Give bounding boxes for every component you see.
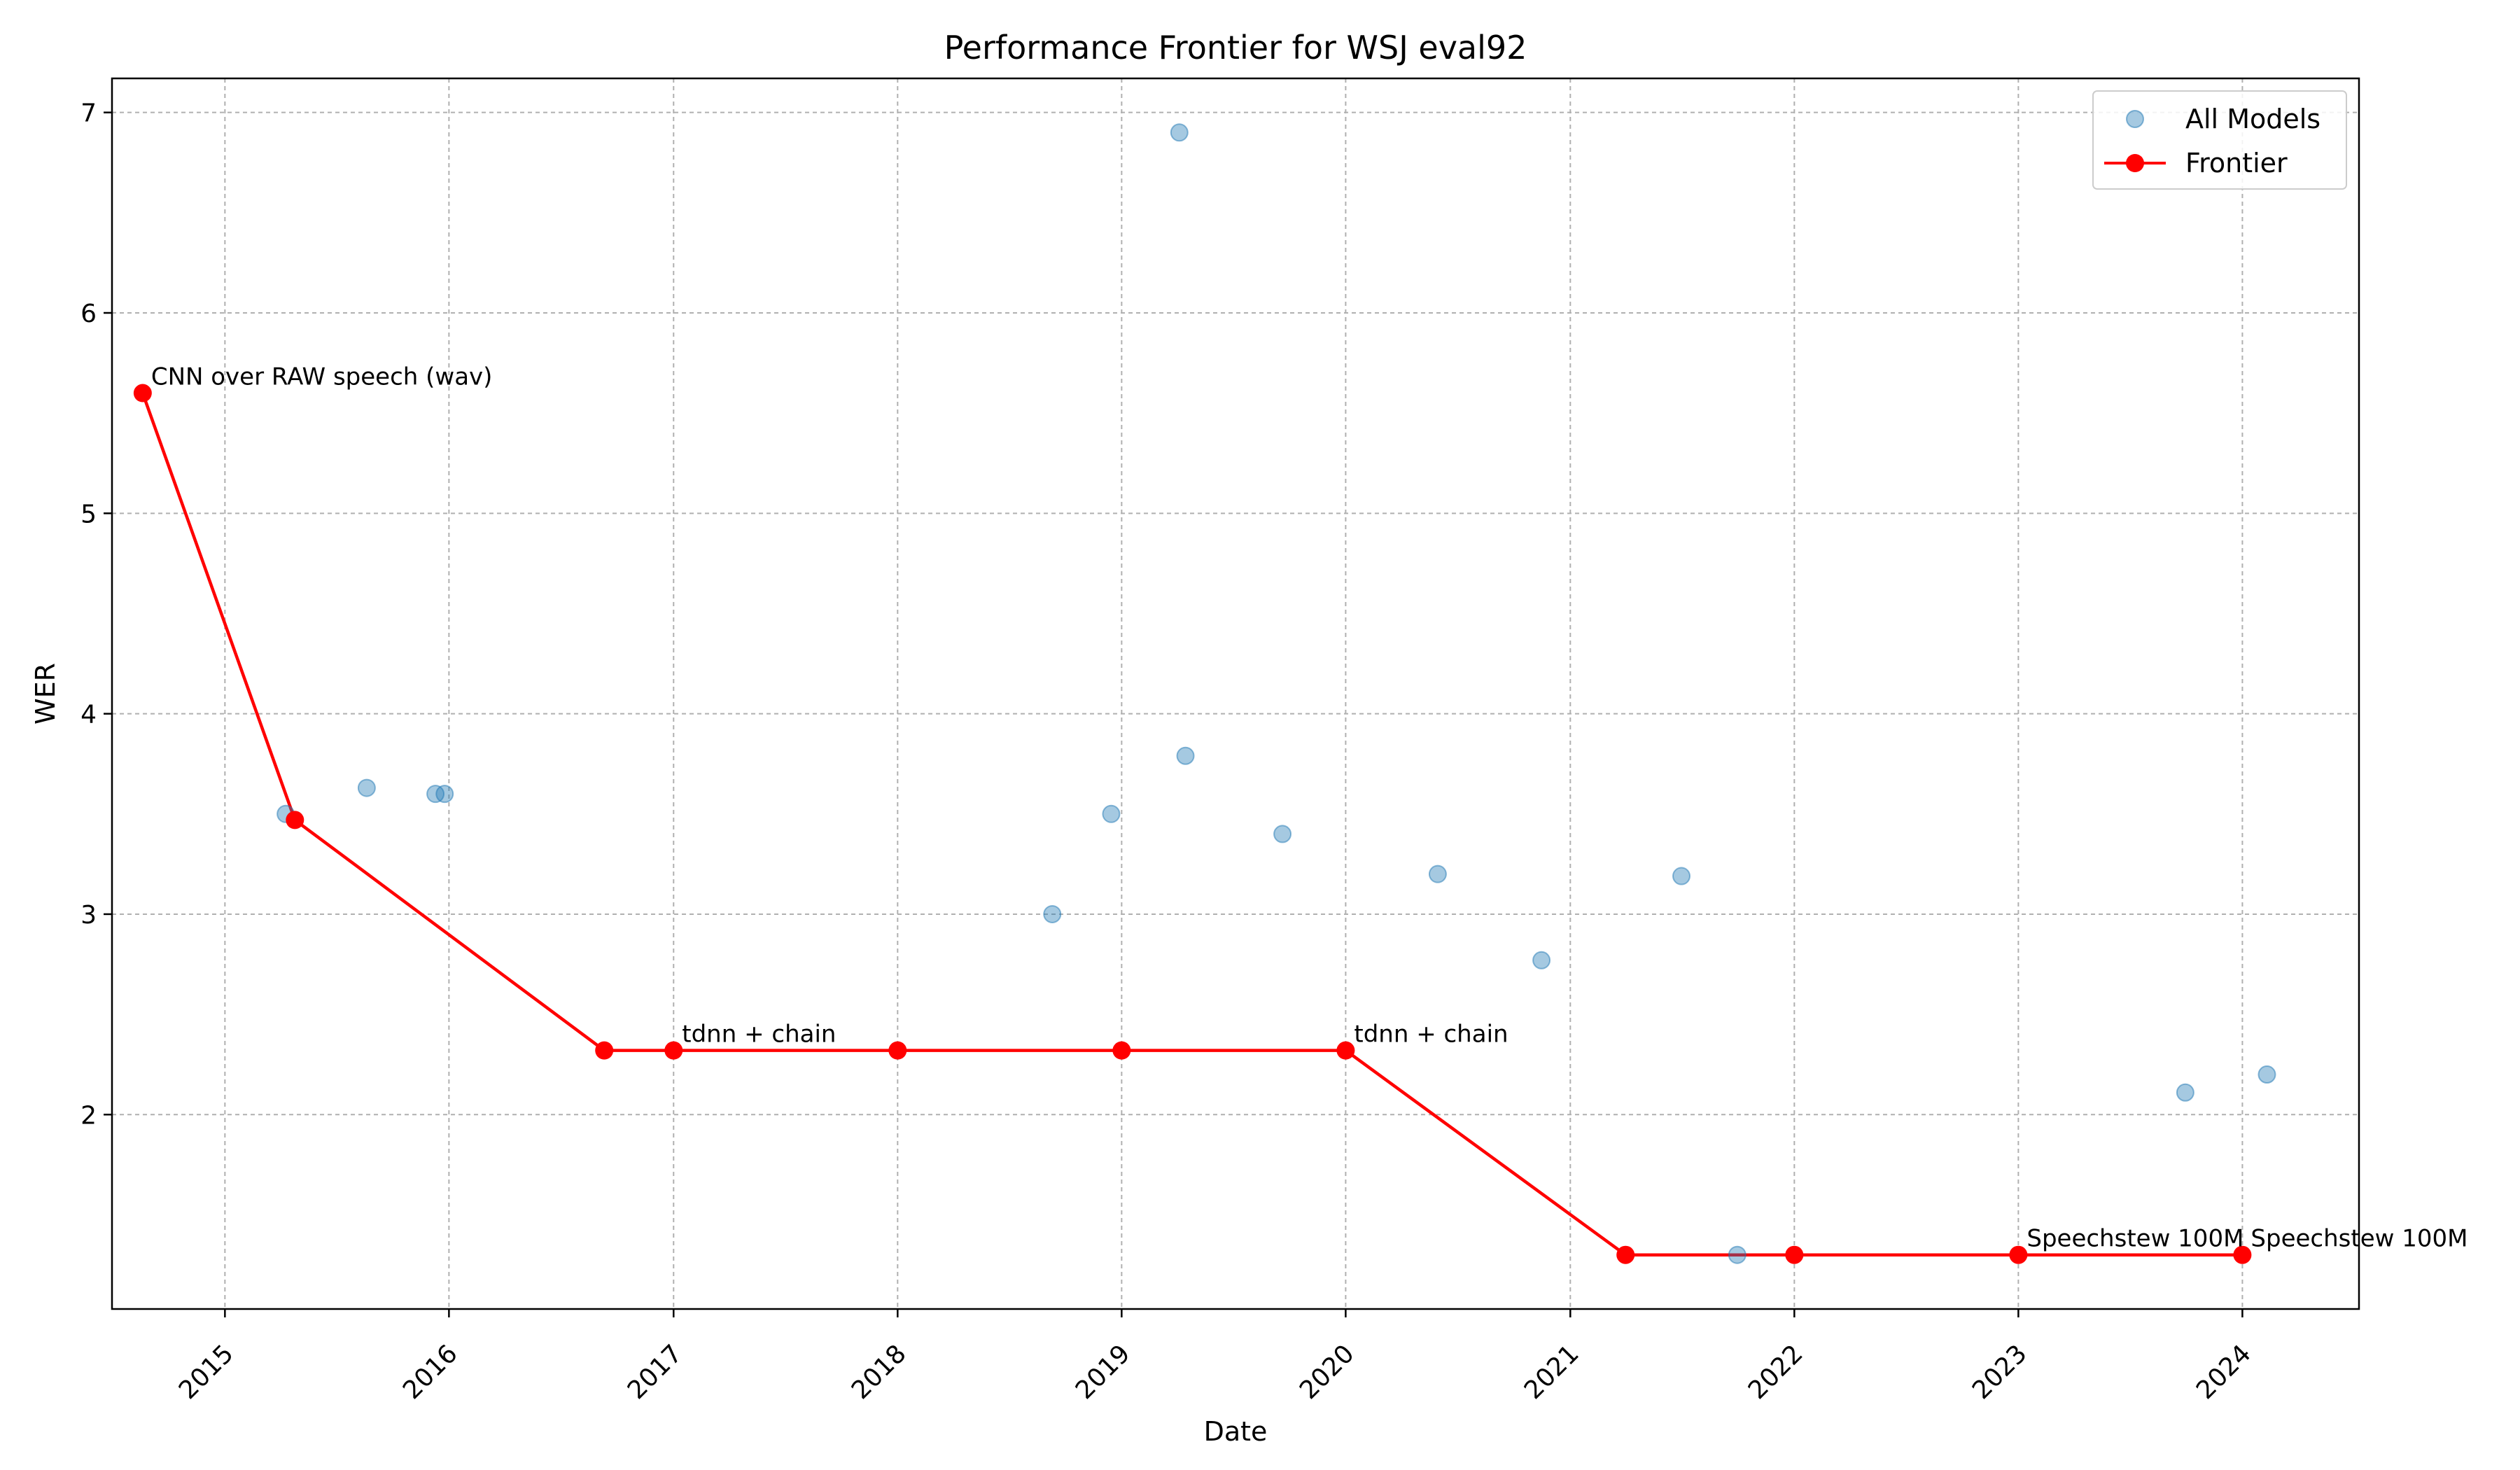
legend: All Models Frontier bbox=[2092, 90, 2347, 190]
frontier-markers bbox=[133, 384, 2252, 1264]
frontier-point bbox=[2233, 1245, 2252, 1264]
y-axis-label: WER bbox=[30, 663, 61, 724]
frontier-point bbox=[2009, 1245, 2028, 1264]
frontier-point bbox=[286, 811, 304, 830]
frontier-point bbox=[1336, 1041, 1355, 1060]
all-models-point bbox=[1170, 123, 1189, 142]
y-tick-label: 4 bbox=[80, 701, 97, 729]
x-axis-label: Date bbox=[1204, 1416, 1268, 1447]
frontier-point bbox=[1785, 1245, 1804, 1264]
y-tick-label: 2 bbox=[80, 1101, 97, 1130]
legend-frontier-marker bbox=[2126, 154, 2144, 172]
plot-area-frame bbox=[111, 77, 2360, 1310]
point-annotation: CNN over RAW speech (wav) bbox=[151, 363, 493, 391]
all-models-point bbox=[1102, 804, 1121, 823]
y-tick-label: 5 bbox=[80, 500, 97, 528]
all-models-point bbox=[1672, 867, 1691, 886]
frontier-point bbox=[664, 1041, 683, 1060]
all-models-point bbox=[1043, 904, 1062, 923]
legend-frontier-label: Frontier bbox=[2185, 148, 2288, 178]
all-models-point bbox=[1728, 1245, 1746, 1264]
legend-all-models-label: All Models bbox=[2185, 104, 2320, 134]
y-tick-label: 7 bbox=[80, 99, 97, 128]
scatter-points bbox=[276, 123, 2276, 1264]
frontier-point bbox=[888, 1041, 907, 1060]
y-tick-label: 3 bbox=[80, 901, 97, 930]
all-models-point bbox=[435, 785, 454, 804]
annotations: CNN over RAW speech (wav) tdnn + chain tdn… bbox=[151, 363, 2468, 1253]
all-models-point bbox=[1176, 746, 1195, 765]
frontier-point bbox=[1112, 1041, 1131, 1060]
y-tick-label: 6 bbox=[80, 300, 97, 328]
frontier-point bbox=[1616, 1245, 1635, 1264]
chart-title: Performance Frontier for WSJ eval92 bbox=[944, 29, 1527, 66]
legend-all-models-marker bbox=[2126, 110, 2144, 128]
point-annotation: tdnn + chain bbox=[682, 1021, 836, 1049]
all-models-point bbox=[1532, 951, 1551, 969]
all-models-point bbox=[1273, 825, 1292, 844]
all-models-point bbox=[1428, 864, 1447, 883]
frontier-point bbox=[133, 384, 152, 402]
frontier-point bbox=[595, 1041, 614, 1060]
point-annotation: tdnn + chain bbox=[1354, 1021, 1508, 1049]
all-models-point bbox=[2176, 1083, 2194, 1102]
point-annotation: Speechstew 100M bbox=[2026, 1225, 2244, 1253]
grid-lines bbox=[112, 78, 2359, 1309]
all-models-point bbox=[357, 778, 376, 797]
all-models-point bbox=[2258, 1065, 2276, 1084]
all-models-point bbox=[426, 785, 445, 804]
